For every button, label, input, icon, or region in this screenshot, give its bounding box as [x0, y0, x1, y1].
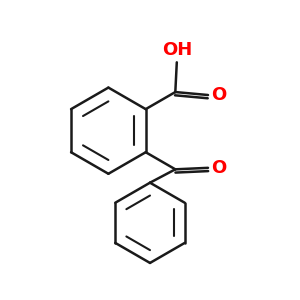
Text: O: O — [212, 159, 227, 177]
Text: OH: OH — [162, 41, 192, 59]
Text: O: O — [212, 86, 227, 104]
